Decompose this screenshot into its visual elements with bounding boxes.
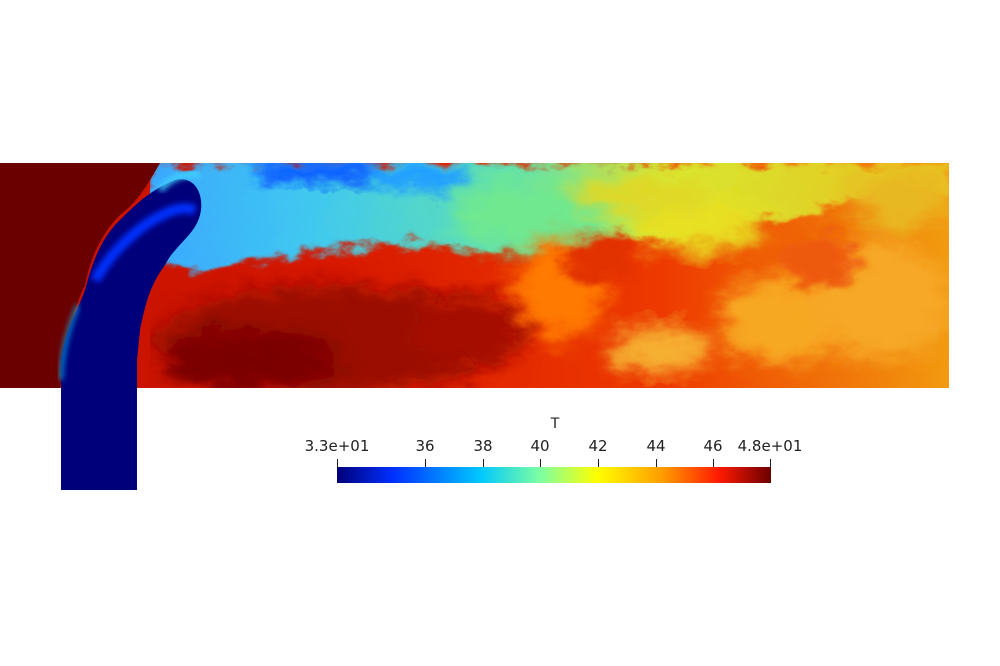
colorbar-tick-label: 46 [703, 437, 723, 455]
colorbar-title: T [550, 416, 560, 432]
colorbar [337, 467, 771, 483]
colorbar-max-label: 4.8e+01 [737, 437, 803, 455]
colorbar-min-label: 3.3e+01 [304, 437, 370, 455]
colorbar-tick-label: 40 [530, 437, 550, 455]
colorbar-tick-label: 38 [473, 437, 493, 455]
colorbar-tick-label: 36 [415, 437, 435, 455]
simulation-domain [0, 163, 949, 490]
colorbar-ticks [337, 459, 771, 467]
colorbar-tick-label: 44 [646, 437, 666, 455]
colorbar-tick-label: 42 [588, 437, 608, 455]
